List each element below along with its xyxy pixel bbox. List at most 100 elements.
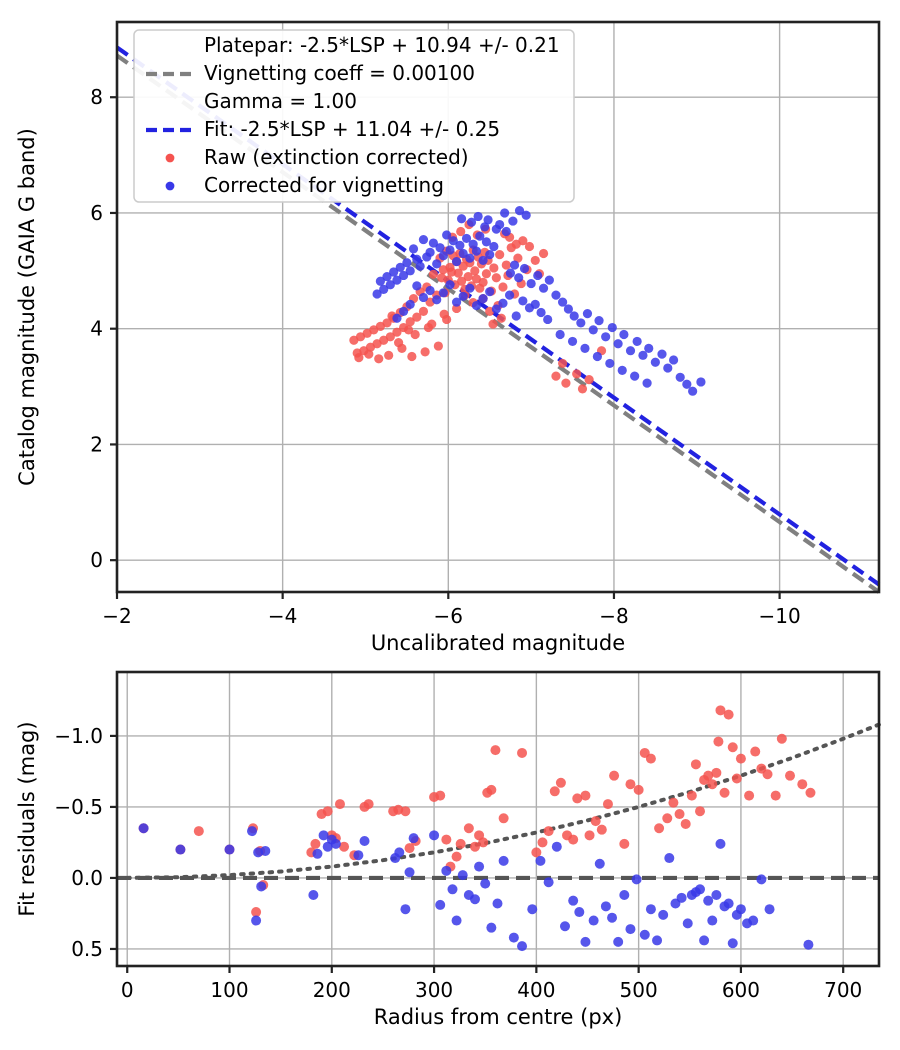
data-point	[715, 838, 726, 849]
data-point	[519, 263, 530, 274]
top-xtick-label-2: −6	[434, 604, 463, 628]
data-point	[563, 304, 574, 314]
data-point	[435, 899, 446, 910]
data-point	[805, 787, 816, 798]
data-point	[663, 363, 673, 373]
data-point	[511, 239, 521, 249]
data-point	[442, 314, 452, 325]
legend-entry-3[interactable]: Fit: -2.5*LSP + 11.04 +/- 0.25	[146, 117, 500, 141]
data-point	[686, 790, 697, 801]
data-point	[715, 705, 726, 716]
data-point	[633, 784, 644, 795]
data-point	[544, 275, 554, 285]
data-point	[485, 287, 495, 297]
data-point	[471, 300, 482, 311]
data-point	[465, 283, 475, 293]
data-point	[785, 770, 796, 781]
data-point	[260, 845, 271, 856]
data-point	[458, 261, 468, 271]
data-point	[441, 865, 452, 876]
data-point	[517, 747, 528, 758]
data-point	[756, 874, 767, 885]
legend-label-1: Vignetting coeff = 0.00100	[204, 61, 475, 85]
data-point	[613, 936, 624, 947]
legend-label-3: Fit: -2.5*LSP + 11.04 +/- 0.25	[204, 117, 500, 141]
legend-label-5: Corrected for vignetting	[204, 173, 444, 197]
data-point	[445, 245, 455, 255]
data-point	[652, 935, 663, 946]
legend-entry-5[interactable]: Corrected for vignetting	[165, 173, 444, 197]
data-point	[676, 892, 687, 903]
data-point	[441, 834, 452, 845]
data-point	[247, 826, 258, 837]
data-point	[469, 841, 480, 852]
data-point	[402, 258, 412, 268]
data-point	[625, 924, 636, 935]
data-point	[588, 915, 599, 926]
data-point	[572, 369, 582, 379]
data-point	[438, 265, 448, 275]
data-point	[432, 295, 442, 305]
data-point	[551, 371, 561, 381]
data-point	[514, 206, 525, 216]
data-point	[415, 261, 425, 271]
data-point	[372, 289, 382, 299]
data-point	[538, 283, 549, 293]
data-point	[500, 208, 510, 218]
data-point	[412, 281, 422, 291]
data-point	[486, 922, 497, 933]
data-point	[375, 276, 385, 286]
data-point	[330, 838, 341, 849]
data-point	[537, 837, 548, 848]
legend-entry-0[interactable]: Platepar: -2.5*LSP + 10.94 +/- 0.21	[204, 33, 560, 57]
data-point	[480, 878, 491, 889]
data-point	[498, 813, 509, 824]
data-point	[423, 322, 434, 333]
data-point	[505, 268, 516, 278]
data-point	[625, 346, 636, 356]
data-point	[584, 375, 594, 385]
data-point	[478, 255, 488, 266]
data-point	[514, 273, 524, 283]
bottom-ytick-label-0: 0.5	[71, 937, 103, 961]
data-point	[530, 255, 540, 266]
data-point	[318, 830, 329, 841]
data-point	[764, 904, 775, 915]
data-point	[451, 297, 462, 307]
bottom-xtick-label-7: 700	[824, 978, 862, 1002]
data-point	[489, 241, 499, 252]
data-point	[744, 790, 755, 801]
data-point	[594, 315, 604, 326]
data-point	[727, 938, 738, 949]
legend-entry-1[interactable]: Vignetting coeff = 0.00100	[146, 61, 475, 85]
data-point	[412, 254, 422, 264]
data-point	[574, 907, 585, 918]
data-point	[420, 347, 430, 357]
data-point	[675, 372, 685, 382]
data-point	[451, 303, 462, 314]
data-point	[468, 239, 478, 249]
data-point	[491, 224, 501, 234]
data-point	[466, 217, 477, 227]
data-point	[513, 253, 523, 263]
data-point	[403, 325, 414, 335]
data-point	[490, 745, 501, 756]
legend-entry-4[interactable]: Raw (extinction corrected)	[165, 145, 469, 169]
data-point	[580, 936, 591, 947]
data-point	[645, 753, 656, 764]
data-point	[410, 329, 420, 340]
legend-marker-dot-4	[165, 153, 175, 163]
data-point	[642, 378, 652, 388]
data-point	[688, 386, 698, 396]
data-point	[561, 378, 571, 388]
top-xaxis-title: Uncalibrated magnitude	[371, 631, 625, 655]
data-point	[405, 317, 415, 327]
data-point	[397, 343, 407, 353]
data-point	[584, 830, 595, 841]
data-point	[312, 848, 323, 859]
data-point	[463, 823, 474, 834]
legend-entry-2[interactable]: Gamma = 1.00	[204, 89, 357, 113]
data-point	[395, 262, 405, 272]
data-point	[394, 847, 405, 858]
